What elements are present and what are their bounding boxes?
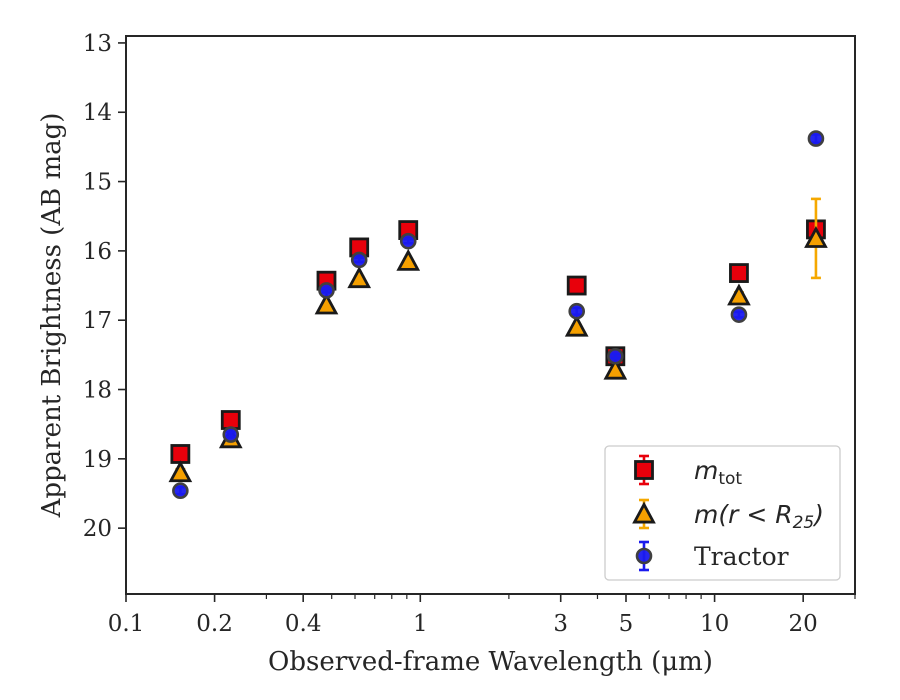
x-tick-label: 0.4: [285, 611, 322, 637]
series-triangle: [168, 197, 828, 483]
data-point-triangle: [564, 314, 589, 337]
series-square: [170, 219, 826, 464]
data-point-circle: [350, 251, 368, 269]
data-marks: [168, 130, 828, 500]
data-point-circle: [318, 282, 335, 299]
legend-entry: Tractor: [635, 540, 789, 572]
legend-box: [604, 445, 841, 581]
series-circle: [172, 130, 825, 500]
data-point-circle: [607, 347, 624, 365]
x-tick-label: 3: [553, 611, 568, 637]
legend-label: mtot: [694, 456, 742, 489]
legend-marker-square: [634, 460, 654, 480]
data-point-triangle: [347, 266, 372, 289]
data-point-triangle: [727, 283, 751, 306]
legend-label: Tractor: [694, 542, 789, 571]
legend-label-suffix: ): [812, 500, 824, 529]
x-tick-label: 1: [413, 611, 428, 637]
y-tick-label: 17: [83, 308, 112, 334]
data-point-square: [729, 263, 749, 283]
legend-marker-triangle: [632, 501, 656, 524]
data-point-circle: [399, 232, 417, 250]
data-point-circle: [222, 426, 240, 443]
y-tick-label: 20: [83, 516, 112, 542]
data-point-square: [566, 275, 587, 296]
data-point-triangle: [168, 460, 193, 483]
data-point-circle: [172, 482, 189, 500]
legend-label-subscript: tot: [718, 469, 742, 489]
x-tick-label: 0.1: [108, 611, 145, 637]
legend-label-main: Tractor: [694, 542, 789, 571]
x-tick-label: 5: [619, 611, 634, 637]
plot-frame: [125, 35, 856, 595]
y-tick-label: 15: [83, 170, 112, 196]
legend-marker-circle: [635, 547, 653, 565]
data-point-square: [220, 410, 241, 430]
x-tick-label: 20: [789, 611, 818, 637]
y-tick-label: 19: [83, 447, 112, 473]
legend-label: m(r < R25): [694, 500, 824, 533]
data-point-circle: [807, 130, 825, 147]
y-tick-label: 14: [83, 100, 112, 126]
x-axis-title: Observed-frame Wavelength (μm): [268, 647, 713, 677]
y-tick-label: 18: [83, 378, 112, 404]
y-tick-label: 13: [83, 31, 112, 57]
legend-label-main: m(r < R: [694, 500, 793, 529]
data-point-circle: [730, 306, 748, 323]
legend-entry: mtot: [634, 454, 742, 489]
data-point-triangle: [396, 248, 421, 271]
data-point-triangle: [314, 292, 339, 315]
data-point-triangle: [603, 357, 628, 380]
y-tick-label: 16: [83, 239, 112, 265]
legend-label-subscript: 25: [793, 513, 815, 533]
x-tick-label: 0.2: [196, 611, 233, 637]
data-point-triangle: [804, 225, 828, 248]
legend: mtot m(r < R25) Tractor: [604, 445, 841, 581]
y-axis-title: Apparent Brightness (AB mag): [37, 113, 67, 519]
data-point-square: [170, 444, 191, 464]
legend-label-main: m: [694, 456, 718, 485]
x-tick-label: 10: [700, 611, 729, 637]
data-point-circle: [568, 302, 586, 320]
legend-entry: m(r < R25): [632, 498, 824, 533]
